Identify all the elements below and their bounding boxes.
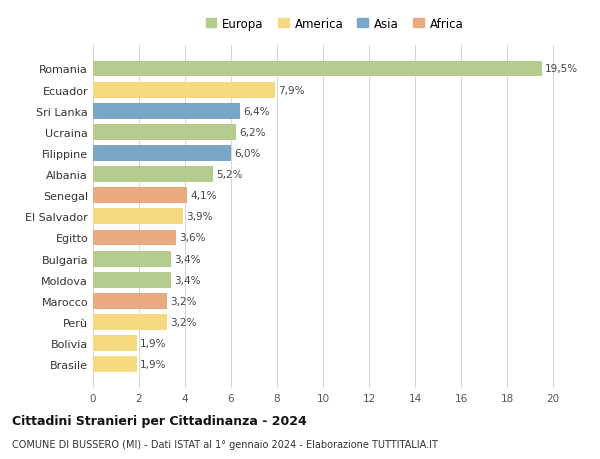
Text: 3,4%: 3,4% — [175, 254, 201, 264]
Text: 6,2%: 6,2% — [239, 128, 266, 138]
Bar — [93, 146, 231, 162]
Text: 3,6%: 3,6% — [179, 233, 206, 243]
Bar — [93, 83, 275, 98]
Bar — [93, 272, 171, 288]
Text: COMUNE DI BUSSERO (MI) - Dati ISTAT al 1° gennaio 2024 - Elaborazione TUTTITALIA: COMUNE DI BUSSERO (MI) - Dati ISTAT al 1… — [12, 440, 438, 449]
Bar — [93, 209, 182, 225]
Text: 19,5%: 19,5% — [545, 64, 578, 74]
Bar — [93, 104, 240, 119]
Bar — [93, 230, 176, 246]
Text: 6,0%: 6,0% — [235, 149, 261, 159]
Bar — [93, 314, 167, 330]
Bar — [93, 62, 542, 77]
Text: 7,9%: 7,9% — [278, 85, 305, 95]
Text: 1,9%: 1,9% — [140, 338, 167, 348]
Bar — [93, 167, 212, 183]
Text: 3,9%: 3,9% — [186, 212, 212, 222]
Bar — [93, 357, 137, 372]
Text: 5,2%: 5,2% — [216, 170, 242, 180]
Bar — [93, 251, 171, 267]
Text: 4,1%: 4,1% — [191, 191, 217, 201]
Text: Cittadini Stranieri per Cittadinanza - 2024: Cittadini Stranieri per Cittadinanza - 2… — [12, 414, 307, 428]
Text: 3,2%: 3,2% — [170, 317, 197, 327]
Text: 1,9%: 1,9% — [140, 359, 167, 369]
Legend: Europa, America, Asia, Africa: Europa, America, Asia, Africa — [206, 17, 463, 31]
Text: 3,4%: 3,4% — [175, 275, 201, 285]
Bar — [93, 336, 137, 351]
Text: 3,2%: 3,2% — [170, 296, 197, 306]
Text: 6,4%: 6,4% — [244, 106, 270, 117]
Bar — [93, 293, 167, 309]
Bar — [93, 125, 236, 140]
Bar — [93, 188, 187, 204]
